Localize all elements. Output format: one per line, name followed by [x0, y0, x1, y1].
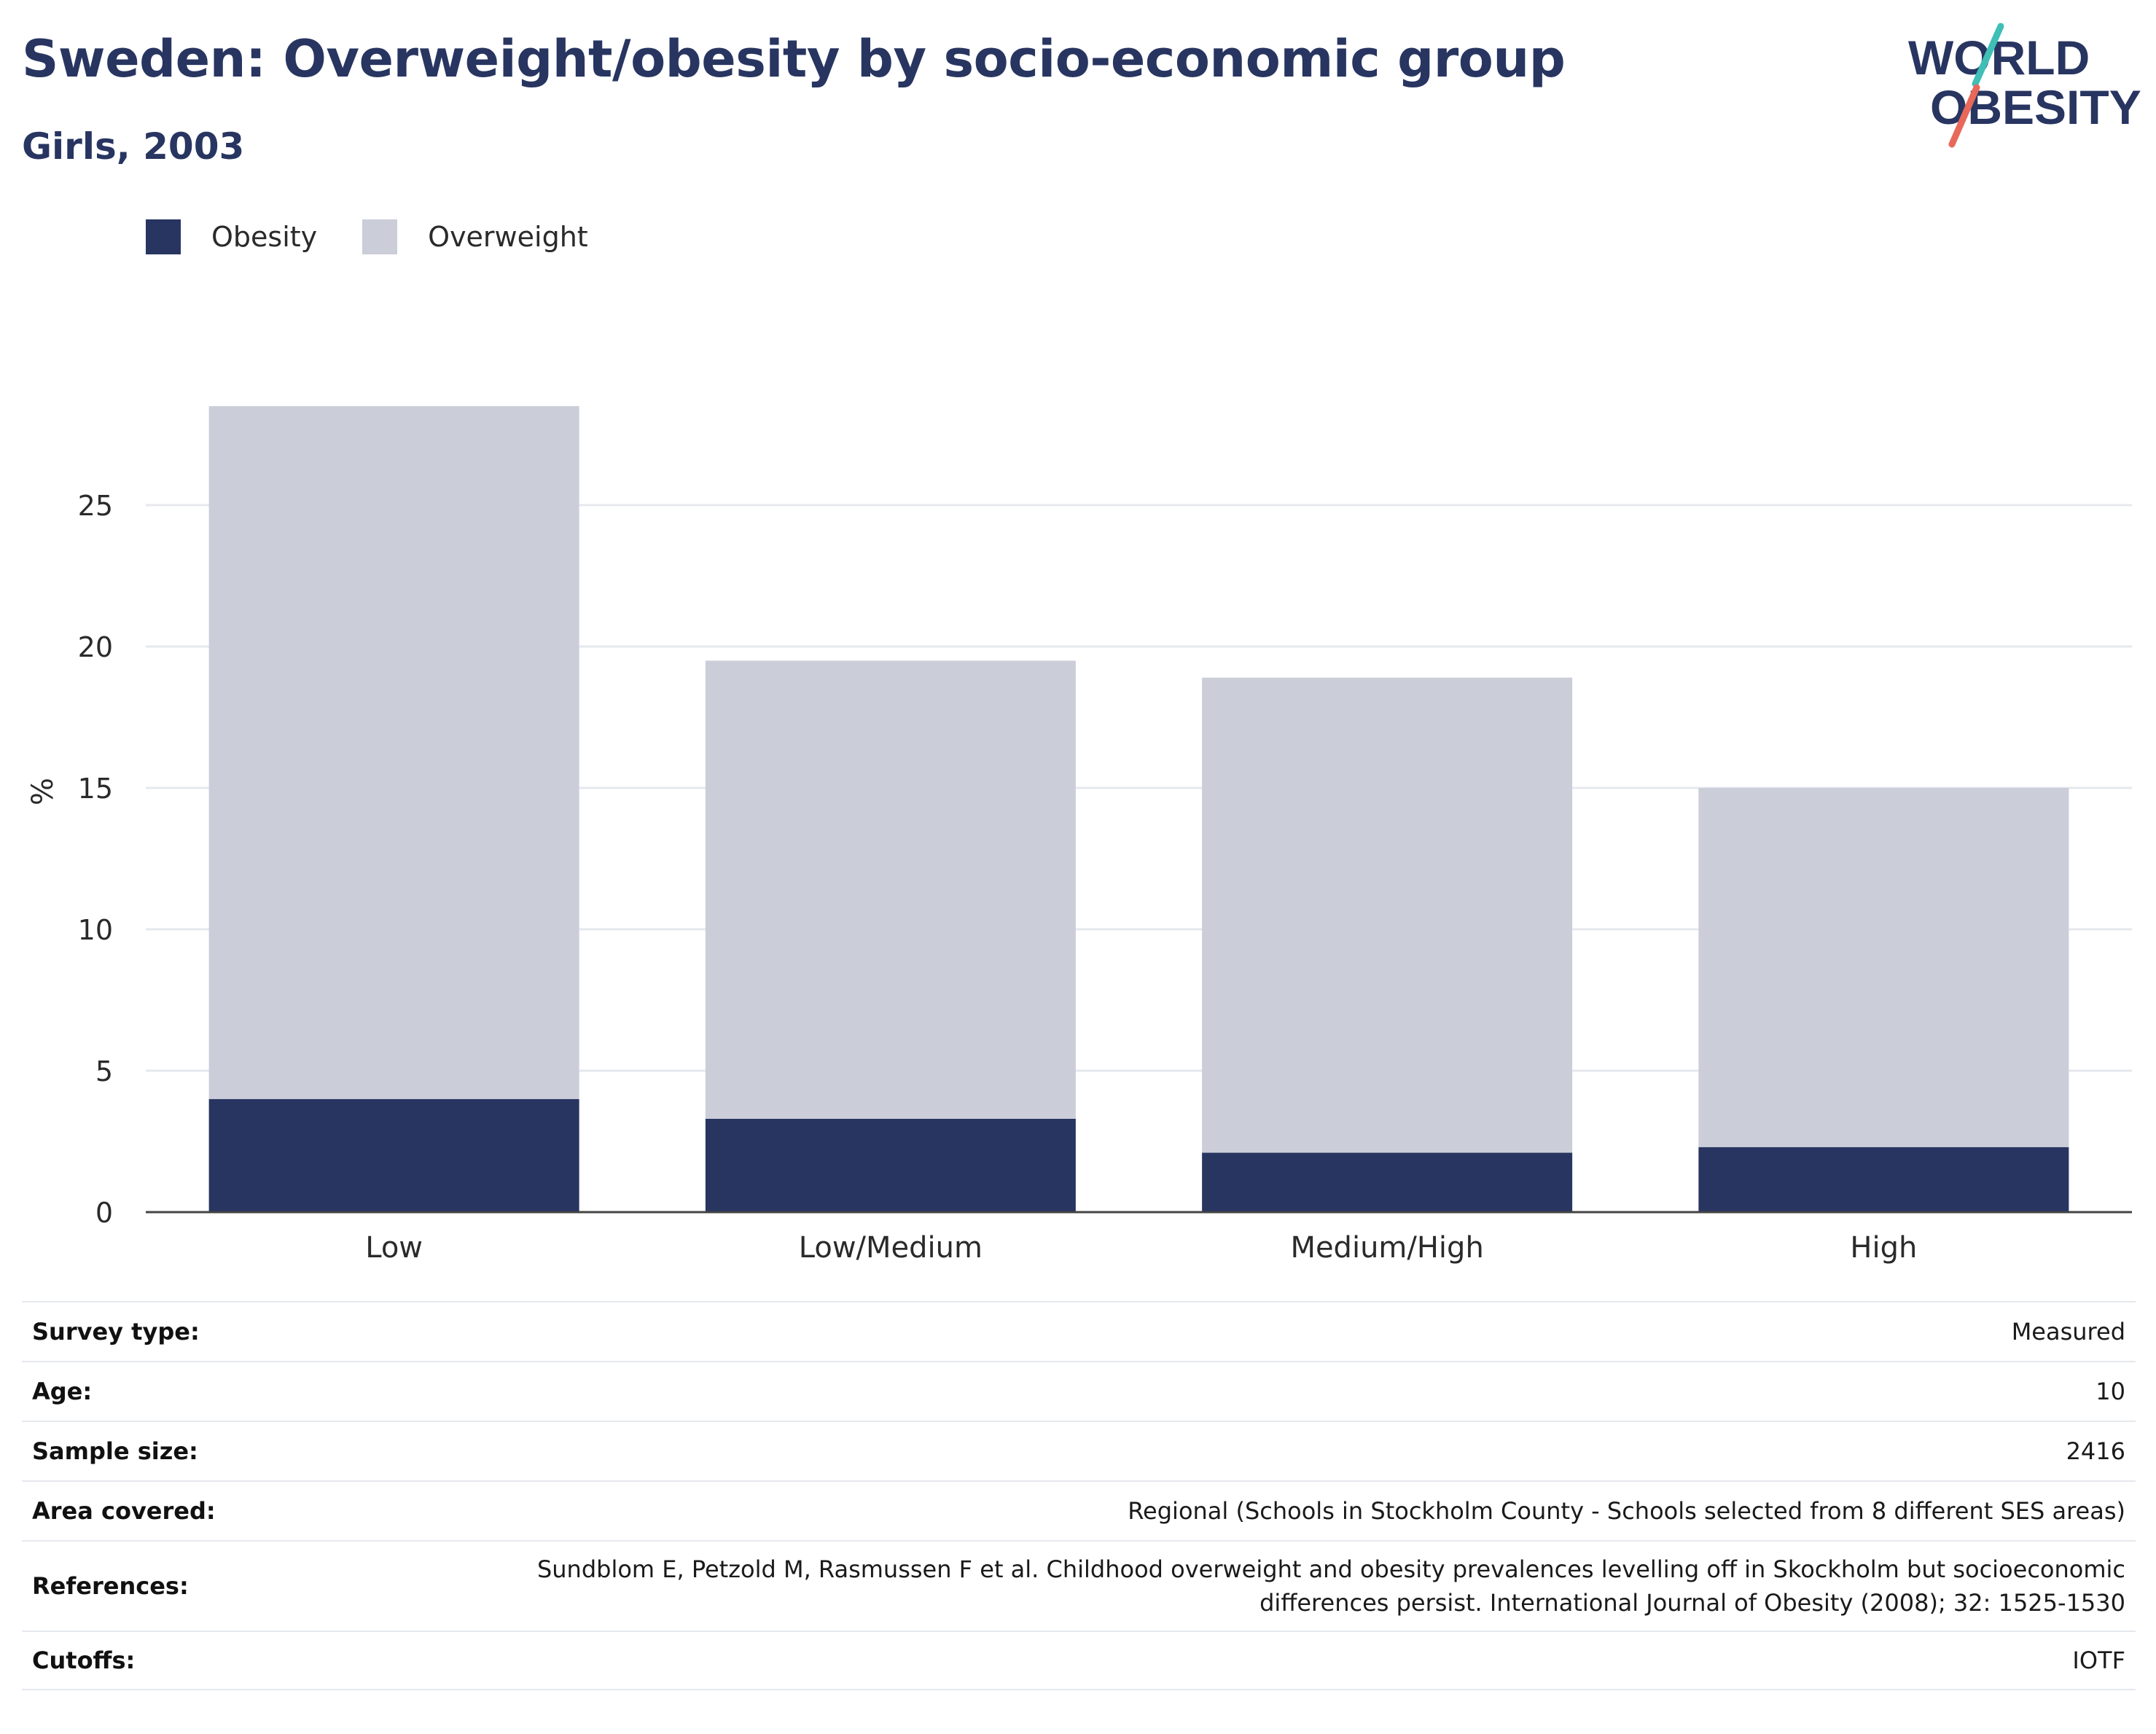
bar-obesity-1: [208, 1098, 579, 1212]
info-label: Survey type:: [32, 1318, 200, 1346]
info-value: 2416: [2066, 1437, 2125, 1465]
survey-info-table: Survey type: Measured Age: 10 Sample size: 24…: [22, 1301, 2136, 1690]
x-tick-label: High: [1850, 1231, 1917, 1265]
legend-label-obesity: Obesity: [211, 221, 318, 253]
info-label: Age:: [32, 1378, 93, 1405]
bar-chart: 0 5 10 15 20 25% Low Low/Medium Medium/High High: [26, 406, 2132, 1265]
legend-item-obesity[interactable]: Obesity: [146, 219, 317, 254]
bar-overweight-4: [1698, 788, 2069, 1147]
chart-title: Sweden: Overweight/obesity by socio-econ…: [22, 29, 1566, 89]
info-row: Survey type: Measured: [22, 1301, 2136, 1361]
info-label: References:: [32, 1572, 189, 1600]
info-value: IOTF: [2072, 1647, 2125, 1674]
y-tick-label: 10: [78, 914, 113, 946]
x-tick-label: Medium/High: [1290, 1231, 1483, 1265]
world-obesity-logo: WORLD OBESITY: [1908, 23, 2141, 148]
bar-obesity-3: [1202, 1152, 1573, 1212]
bar-obesity-4: [1698, 1147, 2069, 1212]
logo-text-world: WORLD: [1908, 31, 2090, 85]
y-tick-label: 5: [95, 1055, 113, 1087]
legend-swatch-obesity: [146, 219, 181, 254]
legend-swatch-overweight: [362, 219, 398, 254]
y-tick-label: 25: [78, 490, 113, 522]
info-label: Area covered:: [32, 1497, 216, 1525]
info-value: Sundblom E, Petzold M, Rasmussen F et al…: [536, 1555, 2125, 1617]
x-tick-label: Low: [365, 1231, 423, 1265]
legend-item-overweight[interactable]: Overweight: [362, 219, 588, 254]
info-label: Sample size:: [32, 1437, 198, 1465]
bar-overweight-2: [705, 660, 1076, 1119]
info-row: Area covered: Regional (Schools in Stockh…: [22, 1480, 2136, 1540]
info-value: 10: [2096, 1378, 2125, 1405]
y-tick-label: 0: [95, 1197, 113, 1229]
info-row: Cutoffs: IOTF: [22, 1630, 2136, 1690]
x-tick-label: Low/Medium: [799, 1231, 983, 1265]
bar-overweight-1: [208, 406, 579, 1099]
chart-subtitle: Girls, 2003: [22, 125, 245, 168]
y-tick-label: 20: [78, 631, 113, 663]
logo-slash-teal: [1972, 23, 2004, 87]
chart-legend: Obesity Overweight: [146, 219, 633, 255]
info-row: Age: 10: [22, 1361, 2136, 1421]
info-value: Measured: [2011, 1318, 2125, 1346]
info-label: Cutoffs:: [32, 1647, 136, 1674]
y-axis-label: %: [26, 778, 60, 805]
bar-obesity-2: [705, 1118, 1076, 1212]
legend-label-overweight: Overweight: [428, 221, 588, 253]
logo-slash-coral: [1948, 84, 1980, 148]
info-row: Sample size: 2416: [22, 1421, 2136, 1480]
y-tick-label: 15: [78, 773, 113, 805]
info-value: Regional (Schools in Stockholm County - …: [1128, 1497, 2125, 1525]
bar-overweight-3: [1202, 677, 1573, 1153]
info-row: References: Sundblom E, Petzold M, Rasmus…: [22, 1540, 2136, 1630]
